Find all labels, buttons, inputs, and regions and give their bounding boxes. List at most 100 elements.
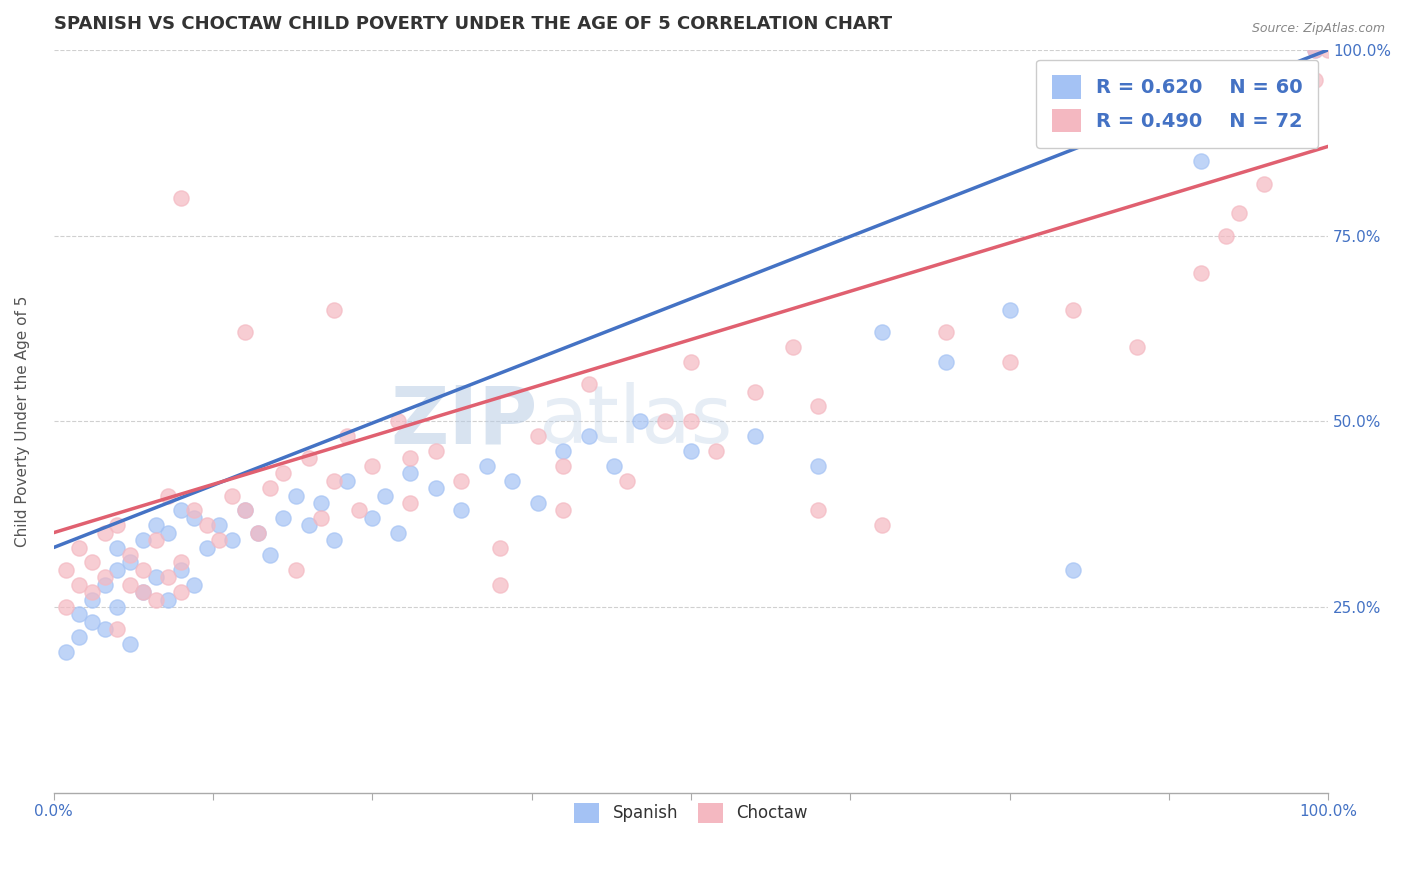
Point: [706, 444, 728, 458]
Point: [1253, 177, 1275, 191]
Point: [157, 489, 180, 503]
Text: atlas: atlas: [538, 383, 733, 460]
Point: [935, 325, 957, 339]
Point: [233, 325, 256, 339]
Point: [284, 489, 307, 503]
Point: [195, 541, 218, 555]
Point: [553, 444, 575, 458]
Point: [870, 325, 893, 339]
Point: [120, 577, 142, 591]
Point: [1062, 563, 1084, 577]
Point: [501, 474, 523, 488]
Point: [578, 429, 600, 443]
Point: [105, 518, 128, 533]
Point: [145, 518, 167, 533]
Point: [1278, 65, 1301, 79]
Point: [132, 585, 155, 599]
Point: [1202, 132, 1225, 146]
Point: [297, 518, 319, 533]
Point: [221, 489, 243, 503]
Point: [67, 541, 90, 555]
Point: [259, 481, 281, 495]
Point: [55, 563, 77, 577]
Point: [157, 570, 180, 584]
Point: [628, 414, 651, 428]
Point: [297, 451, 319, 466]
Point: [246, 525, 269, 540]
Y-axis label: Child Poverty Under the Age of 5: Child Poverty Under the Age of 5: [15, 295, 30, 547]
Point: [323, 474, 346, 488]
Point: [450, 474, 472, 488]
Point: [744, 384, 766, 399]
Point: [120, 555, 142, 569]
Point: [170, 191, 193, 205]
Point: [208, 533, 231, 547]
Point: [145, 570, 167, 584]
Point: [145, 533, 167, 547]
Point: [1305, 43, 1327, 57]
Point: [527, 429, 550, 443]
Point: [399, 467, 422, 481]
Point: [1240, 95, 1263, 109]
Point: [807, 400, 830, 414]
Point: [271, 467, 294, 481]
Point: [271, 511, 294, 525]
Point: [221, 533, 243, 547]
Point: [120, 637, 142, 651]
Point: [93, 570, 115, 584]
Point: [1291, 102, 1313, 116]
Point: [67, 577, 90, 591]
Point: [807, 503, 830, 517]
Point: [1189, 154, 1212, 169]
Point: [1227, 206, 1250, 220]
Point: [578, 377, 600, 392]
Point: [132, 563, 155, 577]
Point: [553, 458, 575, 473]
Point: [55, 644, 77, 658]
Point: [105, 541, 128, 555]
Point: [170, 555, 193, 569]
Point: [132, 533, 155, 547]
Point: [157, 592, 180, 607]
Point: [553, 503, 575, 517]
Point: [387, 525, 409, 540]
Point: [1126, 340, 1149, 354]
Point: [654, 414, 676, 428]
Point: [527, 496, 550, 510]
Point: [55, 599, 77, 614]
Point: [679, 414, 702, 428]
Point: [145, 592, 167, 607]
Point: [679, 355, 702, 369]
Point: [998, 302, 1021, 317]
Text: SPANISH VS CHOCTAW CHILD POVERTY UNDER THE AGE OF 5 CORRELATION CHART: SPANISH VS CHOCTAW CHILD POVERTY UNDER T…: [53, 15, 891, 33]
Point: [374, 489, 396, 503]
Point: [323, 533, 346, 547]
Point: [67, 630, 90, 644]
Text: Source: ZipAtlas.com: Source: ZipAtlas.com: [1251, 22, 1385, 36]
Point: [93, 577, 115, 591]
Point: [998, 355, 1021, 369]
Point: [399, 496, 422, 510]
Point: [93, 525, 115, 540]
Point: [475, 458, 498, 473]
Point: [132, 585, 155, 599]
Point: [336, 429, 359, 443]
Point: [1062, 302, 1084, 317]
Point: [170, 563, 193, 577]
Point: [935, 355, 957, 369]
Point: [170, 503, 193, 517]
Point: [399, 451, 422, 466]
Point: [1215, 228, 1237, 243]
Point: [183, 511, 205, 525]
Point: [170, 585, 193, 599]
Point: [157, 525, 180, 540]
Point: [309, 496, 332, 510]
Point: [80, 555, 103, 569]
Point: [105, 622, 128, 636]
Point: [603, 458, 626, 473]
Point: [1215, 117, 1237, 131]
Point: [105, 563, 128, 577]
Point: [120, 548, 142, 562]
Point: [105, 599, 128, 614]
Point: [1278, 132, 1301, 146]
